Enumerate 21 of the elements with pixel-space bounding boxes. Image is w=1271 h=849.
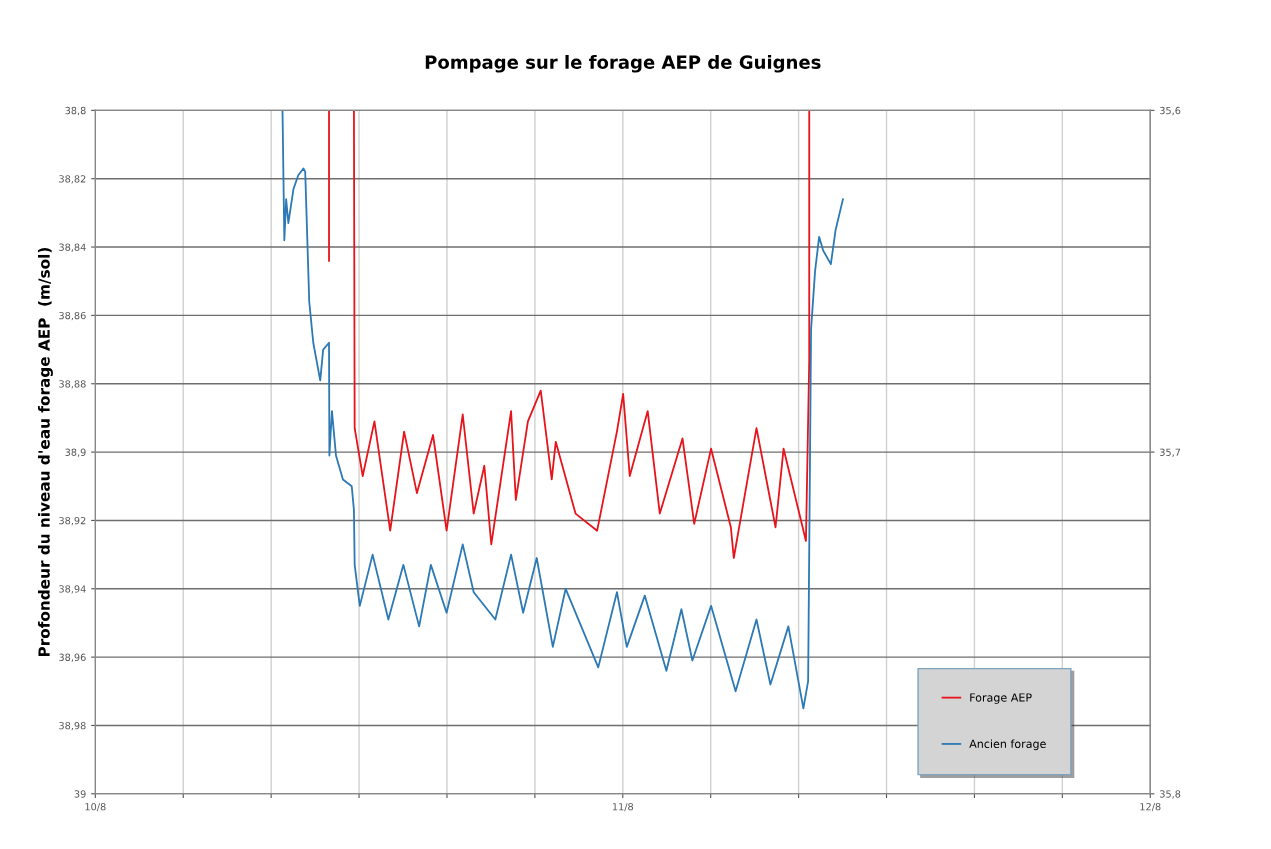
y2-tick-label: 35,7 [1160,448,1181,457]
y-axis-title: Profondeur du niveau d'eau forage AEP (m/sol) [38,248,53,657]
y-tick-label: 38,9 [65,448,86,457]
y-tick-label: 38,86 [59,311,86,321]
x-tick-label: 11/8 [612,803,634,812]
y-tick-label: 38,94 [59,585,86,594]
y2-tick-label: 35,8 [1160,790,1181,799]
y-tick-label: 38,98 [59,721,86,731]
x-tick-label: 12/8 [1140,803,1161,812]
legend-label: Ancien forage [969,739,1046,751]
legend-label: Forage AEP [970,693,1032,704]
x-tick-label: 10/8 [85,803,106,812]
y-tick-label: 38,82 [59,175,86,184]
y-tick-label: 38,84 [59,243,86,252]
y-tick-label: 38,8 [65,106,86,116]
y-tick-label: 38,92 [59,516,86,526]
y2-tick-label: 35,6 [1160,106,1181,116]
chart-title: Pompage sur le forage AEP de Guignes [425,54,821,73]
y-tick-label: 39 [74,790,86,798]
y-tick-label: 38,96 [59,653,86,662]
y-tick-label: 38,88 [59,380,86,389]
